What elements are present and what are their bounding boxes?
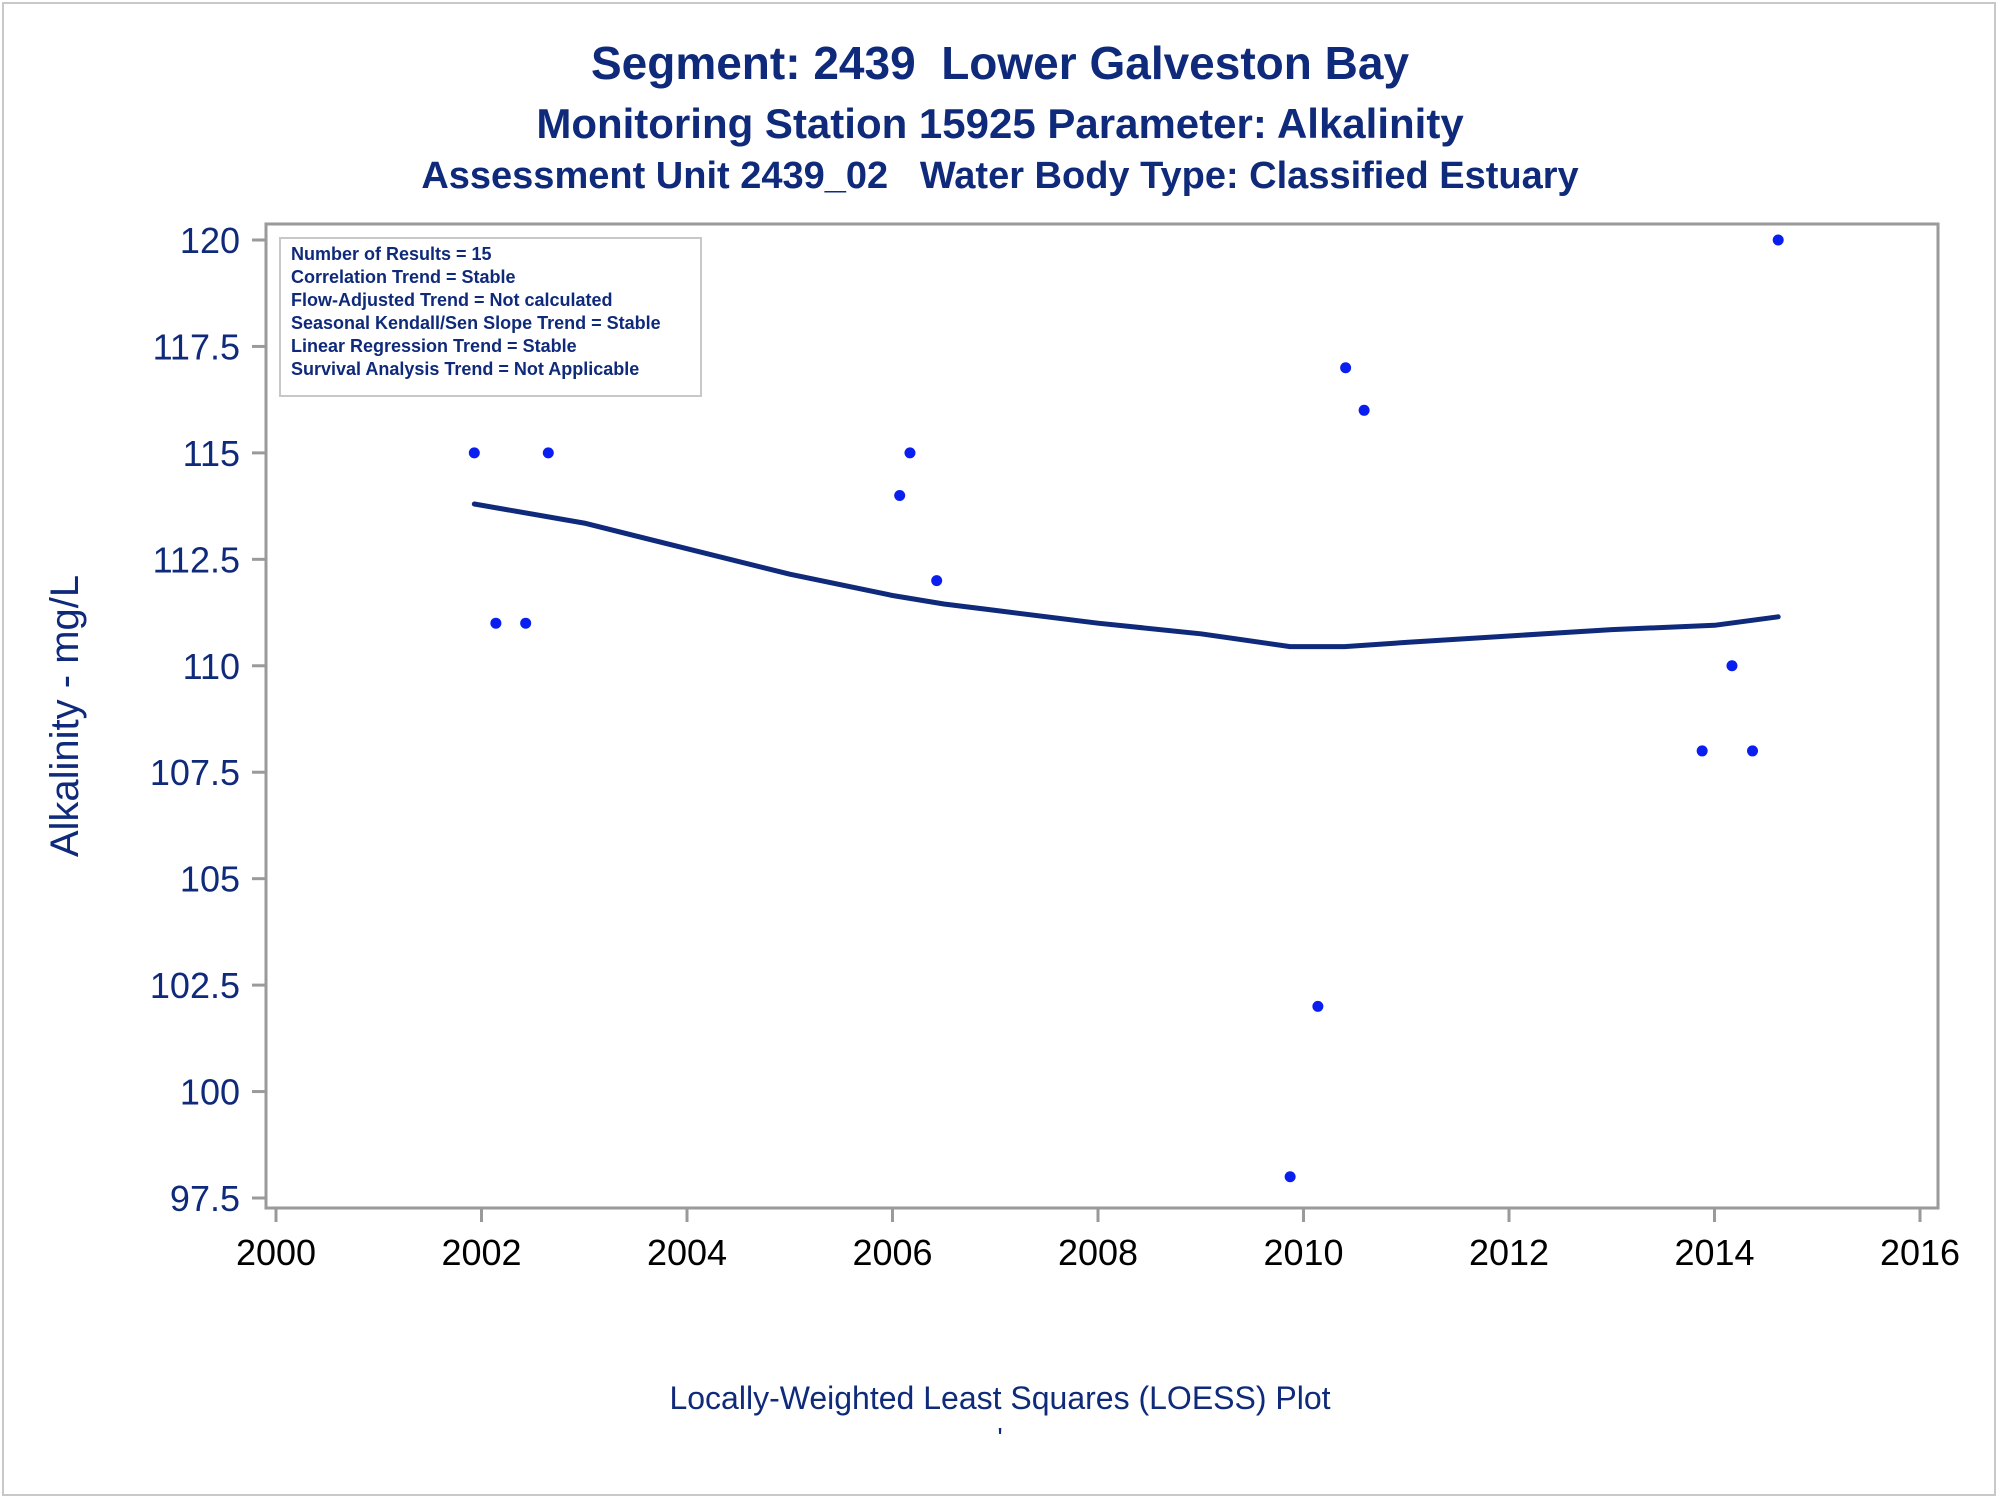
y-axis-label: Alkalinity - mg/L	[43, 575, 87, 857]
data-point	[490, 617, 502, 629]
data-point	[542, 447, 554, 459]
stats-line: Linear Regression Trend = Stable	[291, 336, 577, 356]
data-point	[931, 575, 943, 587]
y-tick-label: 102.5	[150, 965, 240, 1006]
data-point	[1340, 362, 1352, 374]
chart-subtitle: Monitoring Station 15925 Parameter: Alka…	[536, 100, 1464, 147]
data-point	[894, 489, 906, 501]
footnote: Locally-Weighted Least Squares (LOESS) P…	[669, 1380, 1331, 1416]
chart-title: Segment: 2439 Lower Galveston Bay	[590, 37, 1410, 89]
y-tick-label: 110	[183, 646, 240, 687]
stats-box-border	[279, 237, 702, 397]
x-tick-label: 2006	[852, 1232, 932, 1273]
x-tick-label: 2012	[1469, 1232, 1549, 1273]
data-point	[468, 447, 480, 459]
x-tick-label: 2002	[441, 1232, 521, 1273]
data-point	[1312, 1000, 1324, 1012]
x-tick-label: 2000	[236, 1232, 316, 1273]
x-tick-label: 2016	[1880, 1232, 1960, 1273]
data-point	[520, 617, 532, 629]
stats-line: Seasonal Kendall/Sen Slope Trend = Stabl…	[291, 313, 661, 333]
y-tick-label: 107.5	[150, 752, 240, 793]
data-point	[904, 447, 916, 459]
x-tick-label: 2010	[1263, 1232, 1343, 1273]
footnote-mark: '	[997, 1422, 1003, 1453]
y-tick-label: 97.5	[170, 1178, 240, 1219]
data-point	[1726, 660, 1738, 672]
plot-area	[264, 222, 1940, 1210]
stats-line: Survival Analysis Trend = Not Applicable	[291, 359, 639, 379]
y-tick-label: 115	[183, 433, 240, 474]
data-point	[1772, 234, 1784, 246]
stats-line: Correlation Trend = Stable	[291, 267, 516, 287]
y-tick-label: 105	[180, 859, 240, 900]
x-tick-label: 2004	[647, 1232, 727, 1273]
chart-subtitle-2: Assessment Unit 2439_02 Water Body Type:…	[421, 155, 1579, 197]
x-tick-label: 2008	[1058, 1232, 1138, 1273]
data-point	[1358, 404, 1370, 416]
y-tick-label: 112.5	[153, 539, 240, 580]
data-point	[1284, 1171, 1296, 1183]
y-tick-label: 120	[180, 220, 240, 261]
axes: 97.5 100 102.5 105 107.5 110 112.5 115 117.5 120 2…	[43, 220, 1960, 1273]
data-point	[1696, 745, 1708, 757]
data-point	[1747, 745, 1759, 757]
y-tick-label: 117.5	[153, 326, 240, 367]
loess-line	[471, 501, 1781, 650]
loess-layer	[471, 501, 1781, 650]
x-tick-label: 2014	[1674, 1232, 1754, 1273]
stats-box: Number of Results = 15 Correlation Trend …	[279, 237, 702, 397]
stats-line: Number of Results = 15	[291, 244, 492, 264]
y-tick-label: 100	[180, 1072, 240, 1113]
stats-line: Flow-Adjusted Trend = Not calculated	[291, 290, 613, 310]
points-layer	[468, 234, 1784, 1183]
